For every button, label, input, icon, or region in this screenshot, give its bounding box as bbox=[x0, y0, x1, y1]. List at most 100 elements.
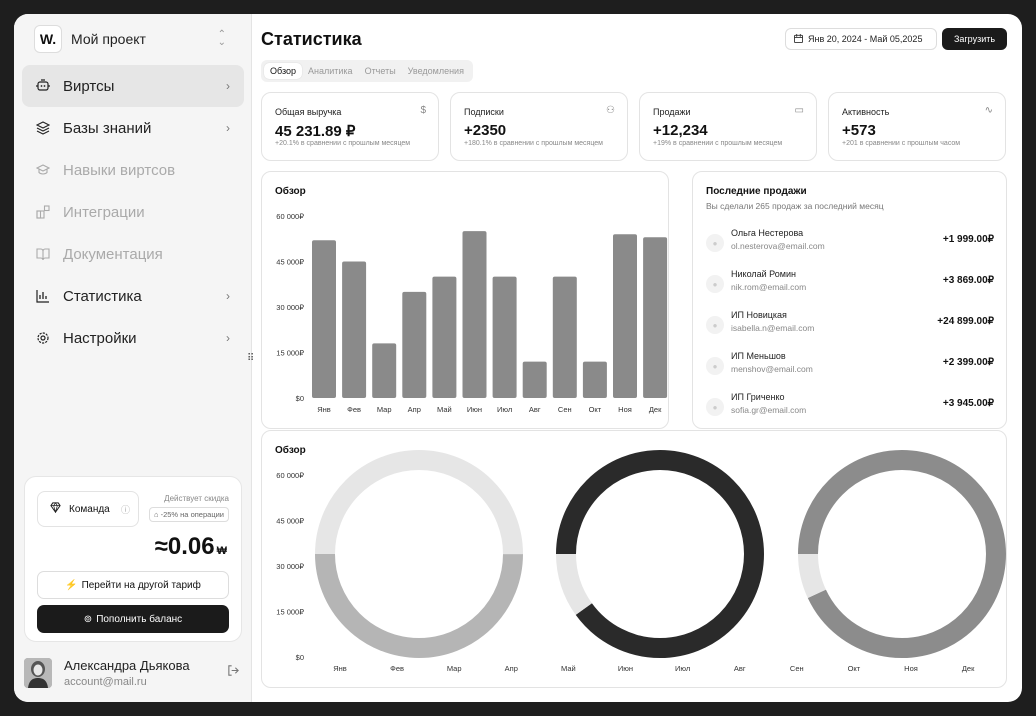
sidebar-resize-handle[interactable]: ⠿ bbox=[247, 353, 254, 364]
x-tick-label: Авг bbox=[734, 664, 746, 673]
sidebar-item-6[interactable]: Настройки › bbox=[22, 317, 244, 359]
recent-sales-title: Последние продажи bbox=[706, 186, 807, 197]
sidebar-item-0[interactable]: Виртсы › bbox=[22, 65, 244, 107]
info-icon[interactable]: ⓘ bbox=[120, 504, 130, 515]
tab-2[interactable]: Отчеты bbox=[364, 66, 396, 76]
x-tick-label: Июл bbox=[497, 405, 512, 414]
change-plan-button[interactable]: ⚡ Перейти на другой тариф bbox=[37, 571, 229, 599]
bar-Мар[interactable] bbox=[372, 343, 397, 398]
bar-Авг[interactable] bbox=[522, 361, 547, 398]
kpi-sub: +201 в сравнении с прошлым часом bbox=[842, 140, 961, 147]
sidebar-item-1[interactable]: Базы знаний › bbox=[22, 107, 244, 149]
topup-label: Пополнить баланс bbox=[96, 613, 183, 625]
plan-card: Команда ⓘ Действует скидка ⌂ -25% на опе… bbox=[24, 476, 242, 642]
kpi-card: Активность ∿ +573 +201 в сравнении с прошлы… bbox=[828, 92, 1006, 161]
sidebar-item-label: Настройки bbox=[63, 329, 137, 347]
bar-Апр[interactable] bbox=[402, 291, 427, 398]
donut-0-segment-1[interactable] bbox=[315, 450, 523, 658]
balance-amount: ≈0.06 bbox=[154, 533, 215, 560]
kpi-sub: +20.1% в сравнении с прошлым месяцем bbox=[275, 140, 411, 147]
bar-Дек[interactable] bbox=[643, 237, 668, 398]
user-icon: ● bbox=[706, 398, 724, 416]
list-item[interactable]: ● ИП Новицкая isabella.n@email.com +24 899.… bbox=[706, 307, 994, 341]
list-item[interactable]: ● Ольга Нестерова ol.nesterova@email.com +1… bbox=[706, 225, 994, 259]
donut-1-segment-0[interactable] bbox=[556, 450, 764, 658]
team-plan-button[interactable]: Команда ⓘ bbox=[37, 491, 139, 527]
layers-icon bbox=[36, 121, 50, 135]
date-range-picker[interactable]: Янв 20, 2024 - Май 05,2025 bbox=[785, 28, 937, 50]
donut-2-segment-1[interactable] bbox=[798, 450, 1006, 658]
x-tick-label: Янв bbox=[317, 405, 331, 414]
sidebar-item-label: Документация bbox=[63, 245, 163, 263]
bar-Окт[interactable] bbox=[582, 361, 607, 398]
donut-2-segment-0[interactable] bbox=[798, 450, 1006, 658]
overview2-title: Обзор bbox=[275, 445, 306, 456]
bar-Ноя[interactable] bbox=[613, 234, 637, 398]
book-icon bbox=[36, 247, 50, 261]
sale-amount: +24 899.00₽ bbox=[937, 316, 994, 327]
sale-email: nik.rom@email.com bbox=[731, 282, 807, 292]
topup-balance-button[interactable]: ⊚ Пополнить баланс bbox=[37, 605, 229, 633]
list-item[interactable]: ● Николай Ромин nik.rom@email.com +3 869.00… bbox=[706, 266, 994, 300]
chevron-right-icon: › bbox=[226, 331, 230, 345]
date-range-text: Янв 20, 2024 - Май 05,2025 bbox=[808, 34, 923, 44]
user-email: account@mail.ru bbox=[64, 676, 147, 688]
y-tick-label: 60 000₽ bbox=[276, 471, 304, 480]
tab-0[interactable]: Обзор bbox=[264, 63, 302, 79]
activity-icon: ∿ bbox=[984, 105, 993, 116]
sale-email: ol.nesterova@email.com bbox=[731, 241, 825, 251]
dollar-icon: $ bbox=[420, 105, 426, 116]
x-tick-label: Дек bbox=[649, 405, 662, 414]
change-plan-label: Перейти на другой тариф bbox=[81, 579, 201, 591]
bar-Июл[interactable] bbox=[492, 276, 517, 398]
bar-Янв[interactable] bbox=[312, 240, 336, 398]
chevrons-up-down-icon: ⌃ ⌄ bbox=[217, 29, 226, 48]
project-switcher[interactable]: W. Мой проект ⌃ ⌄ bbox=[34, 24, 234, 54]
user-name: Александра Дьякова bbox=[64, 658, 190, 673]
x-tick-label: Окт bbox=[848, 664, 861, 673]
y-tick-label: 60 000₽ bbox=[276, 212, 304, 221]
x-tick-label: Сен bbox=[790, 664, 804, 673]
sidebar-nav: Виртсы › Базы знаний › Навыки виртсов Интегра… bbox=[22, 65, 244, 359]
bar-Июн[interactable] bbox=[462, 231, 487, 398]
x-tick-label: Янв bbox=[333, 664, 347, 673]
main-content: Статистика Янв 20, 2024 - Май 05,2025 За… bbox=[260, 14, 1022, 702]
bar-Сен[interactable] bbox=[552, 276, 577, 398]
chevron-right-icon: › bbox=[226, 121, 230, 135]
y-tick-label: 15 000₽ bbox=[276, 349, 304, 358]
logout-icon[interactable] bbox=[227, 664, 240, 680]
overview-donut-panel: Обзор 60 000₽ 45 000₽ 30 000₽ 15 000₽ $0 Янв Ф… bbox=[261, 430, 1007, 688]
list-item[interactable]: ● ИП Меньшов menshov@email.com +2 399.00₽ bbox=[706, 348, 994, 382]
user-profile[interactable]: Александра Дьякова account@mail.ru bbox=[24, 656, 242, 692]
bar-Май[interactable] bbox=[432, 276, 457, 398]
kpi-label: Общая выручка bbox=[275, 107, 342, 117]
donut-1-segment-1[interactable] bbox=[556, 450, 764, 658]
tab-bar: Обзор Аналитика Отчеты Уведомления bbox=[261, 60, 473, 82]
balance-value: ≈0.06 ₩ bbox=[155, 533, 227, 561]
page-title: Статистика bbox=[261, 29, 362, 49]
sidebar-item-label: Навыки виртсов bbox=[63, 161, 176, 179]
sidebar-item-3[interactable]: Интеграции bbox=[22, 191, 244, 233]
y-tick-label: 15 000₽ bbox=[276, 608, 304, 617]
tab-1[interactable]: Аналитика bbox=[308, 66, 353, 76]
load-button[interactable]: Загрузить bbox=[942, 28, 1007, 50]
chevron-right-icon: › bbox=[226, 289, 230, 303]
zap-icon: ⚡ bbox=[65, 579, 78, 591]
y-tick-label: 45 000₽ bbox=[276, 517, 304, 526]
list-item[interactable]: ● ИП Гриченко sofia.gr@email.com +3 945.00₽ bbox=[706, 389, 994, 423]
x-tick-label: Июн bbox=[467, 405, 482, 414]
sidebar-item-2[interactable]: Навыки виртсов bbox=[22, 149, 244, 191]
sale-amount: +1 999.00₽ bbox=[942, 234, 994, 245]
balance-currency: ₩ bbox=[216, 545, 227, 557]
sidebar-item-4[interactable]: Документация bbox=[22, 233, 244, 275]
kpi-label: Подписки bbox=[464, 107, 504, 117]
kpi-card: Подписки ⚇ +2350 +180.1% в сравнении с прош… bbox=[450, 92, 628, 161]
sale-name: ИП Меньшов bbox=[731, 351, 786, 361]
tab-3[interactable]: Уведомления bbox=[407, 66, 464, 76]
credit-card-icon: ▭ bbox=[794, 105, 804, 116]
kpi-sub: +19% в сравнении с прошлым месяцем bbox=[653, 140, 783, 147]
sidebar-item-5[interactable]: Статистика › bbox=[22, 275, 244, 317]
x-tick-label: Ноя bbox=[904, 664, 918, 673]
donut-chart: 60 000₽ 45 000₽ 30 000₽ 15 000₽ $0 Янв Фев Мар А… bbox=[276, 450, 1006, 673]
bar-Фев[interactable] bbox=[342, 261, 367, 399]
